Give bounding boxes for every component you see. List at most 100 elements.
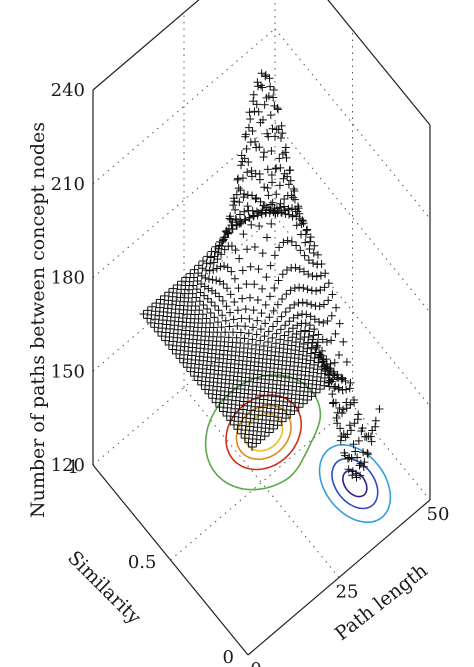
surface-marker: [296, 335, 305, 344]
surface-marker: [277, 312, 286, 321]
z-tick-label: 180: [51, 268, 85, 289]
surface-marker: [266, 111, 275, 120]
surface-marker: [199, 348, 208, 357]
surface-marker: [329, 369, 338, 378]
surface-marker: [164, 341, 173, 350]
surface-marker: [219, 399, 228, 408]
surface-marker: [286, 410, 295, 419]
surface-marker: [181, 334, 190, 343]
surface-marker: [269, 306, 278, 315]
surface-marker: [264, 132, 273, 141]
surface-marker: [249, 306, 258, 315]
surface-marker: [296, 327, 305, 336]
surface-marker: [254, 407, 263, 416]
surface-marker: [287, 341, 296, 350]
surface-marker: [375, 404, 384, 413]
surface-marker: [204, 345, 213, 354]
surface-marker: [165, 332, 174, 341]
surface-marker: [283, 389, 292, 398]
surface-marker: [253, 316, 262, 325]
surface-marker: [209, 378, 218, 387]
surface-marker: [273, 317, 282, 326]
surface-marker: [197, 271, 206, 280]
surface-marker: [249, 426, 258, 435]
surface-marker: [199, 301, 208, 310]
surface-marker: [233, 306, 242, 315]
surface-marker: [313, 250, 322, 259]
surface-marker: [345, 421, 354, 430]
surface-marker: [197, 380, 206, 389]
surface-marker: [309, 368, 318, 377]
surface-marker: [311, 301, 320, 310]
surface-marker: [263, 399, 272, 408]
surface-marker: [229, 315, 238, 324]
surface-marker: [287, 394, 296, 403]
surface-marker: [227, 355, 236, 364]
surface-marker: [285, 304, 294, 313]
surface-marker: [332, 373, 341, 382]
surface-marker: [268, 388, 277, 397]
surface-marker: [229, 328, 238, 337]
surface-marker: [194, 368, 203, 377]
surface-marker: [305, 321, 314, 330]
surface-marker: [216, 262, 225, 271]
surface-marker: [349, 396, 358, 405]
surface-marker: [180, 342, 189, 351]
surface-marker: [260, 100, 269, 109]
surface-marker: [291, 390, 300, 399]
surface-marker: [243, 393, 252, 402]
surface-marker: [237, 429, 246, 438]
surface-marker: [215, 403, 224, 412]
surface-marker: [307, 392, 316, 401]
surface-marker: [262, 408, 271, 416]
surface-marker: [331, 329, 340, 338]
surface-marker: [238, 294, 247, 303]
surface-marker: [260, 387, 269, 396]
surface-marker: [278, 409, 287, 418]
surface-marker: [322, 338, 331, 347]
surface-marker: [249, 323, 258, 332]
surface-marker: [273, 208, 282, 217]
surface-marker: [231, 246, 240, 255]
surface-marker: [154, 319, 163, 328]
surface-marker: [173, 280, 182, 289]
surface-marker: [244, 329, 253, 338]
surface-marker: [263, 165, 272, 174]
surface-marker: [184, 293, 193, 302]
surface-marker: [294, 204, 303, 213]
surface-marker: [245, 430, 254, 439]
surface-marker: [300, 375, 309, 384]
surface-marker: [316, 377, 325, 386]
grid-y-floor-1: [170, 404, 353, 561]
surface-marker: [205, 381, 214, 390]
surface-marker: [239, 344, 248, 353]
surface-marker: [282, 406, 291, 415]
surface-marker: [281, 143, 290, 152]
surface-marker: [187, 297, 196, 306]
surface-marker: [288, 378, 297, 387]
surface-marker: [266, 200, 275, 209]
surface-marker: [325, 371, 334, 380]
surface-marker: [349, 440, 358, 449]
surface-marker: [205, 373, 214, 382]
surface-marker: [271, 347, 280, 356]
surface-marker: [238, 266, 247, 275]
surface-marker: [177, 330, 186, 339]
surface-marker: [271, 132, 280, 141]
surface-marker: [285, 373, 294, 382]
surface-marker: [258, 284, 267, 293]
surface-marker: [252, 143, 261, 152]
surface-marker: [303, 395, 312, 404]
surface-marker: [228, 218, 237, 227]
surface-marker: [218, 311, 227, 320]
surface-marker: [280, 206, 289, 215]
surface-marker: [253, 296, 262, 305]
surface-marker: [286, 286, 295, 295]
surface-marker: [230, 412, 239, 421]
surface-marker: [173, 333, 182, 342]
surface-marker: [250, 357, 259, 366]
surface-marker: [305, 327, 314, 336]
surface-marker: [211, 398, 220, 407]
surface-marker: [253, 423, 262, 432]
surface-marker: [301, 326, 310, 335]
